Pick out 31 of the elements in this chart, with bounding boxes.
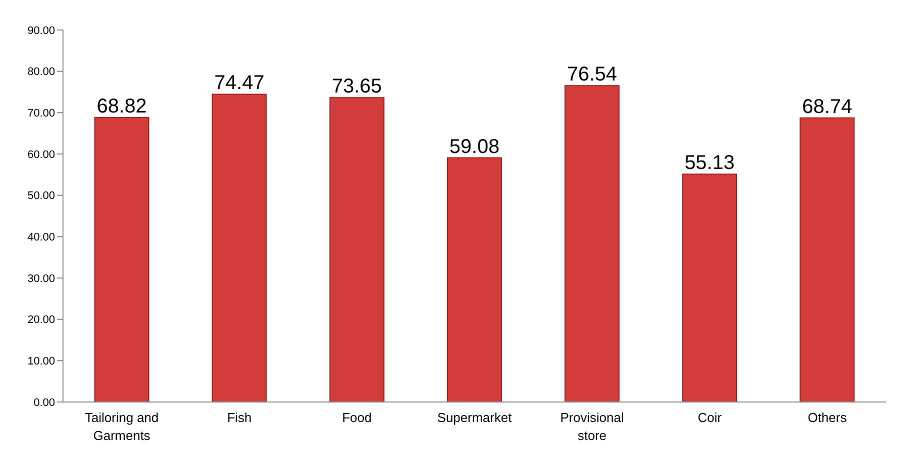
bar (564, 85, 620, 402)
x-tick-label: Food (342, 410, 372, 425)
data-label: 68.82 (96, 96, 147, 118)
data-label: 59.08 (449, 136, 500, 158)
bar (446, 157, 502, 402)
y-tick-label: 90.00 (27, 24, 55, 37)
y-tick-label: 70.00 (27, 108, 55, 120)
y-tick-label: 40.00 (27, 232, 55, 244)
bar (212, 94, 267, 402)
y-tick-label: 0.00 (34, 396, 55, 409)
x-tick-label: Provisional store (560, 410, 624, 443)
x-tick-label: Fish (227, 410, 252, 425)
y-tick-label: 30.00 (27, 272, 55, 285)
y-tick-label: 20.00 (27, 314, 55, 326)
bar (800, 117, 855, 402)
bar (329, 97, 384, 402)
y-tick-label: 80.00 (27, 66, 55, 78)
x-tick-label: Others (808, 410, 848, 425)
bar (682, 174, 738, 402)
data-label: 74.47 (214, 72, 264, 94)
y-tick-label: 50.00 (27, 190, 55, 202)
x-tick-label: Tailoring and Garments (84, 410, 159, 443)
data-label: 55.13 (684, 152, 735, 174)
x-tick-label: Coir (698, 410, 722, 425)
data-label: 68.74 (802, 96, 852, 118)
data-label: 73.65 (332, 76, 382, 98)
data-label: 76.54 (567, 64, 618, 86)
y-tick-label: 60.00 (27, 148, 55, 161)
x-tick-label: Supermarket (437, 410, 512, 425)
bar (94, 117, 150, 402)
y-tick-label: 10.00 (27, 356, 55, 368)
